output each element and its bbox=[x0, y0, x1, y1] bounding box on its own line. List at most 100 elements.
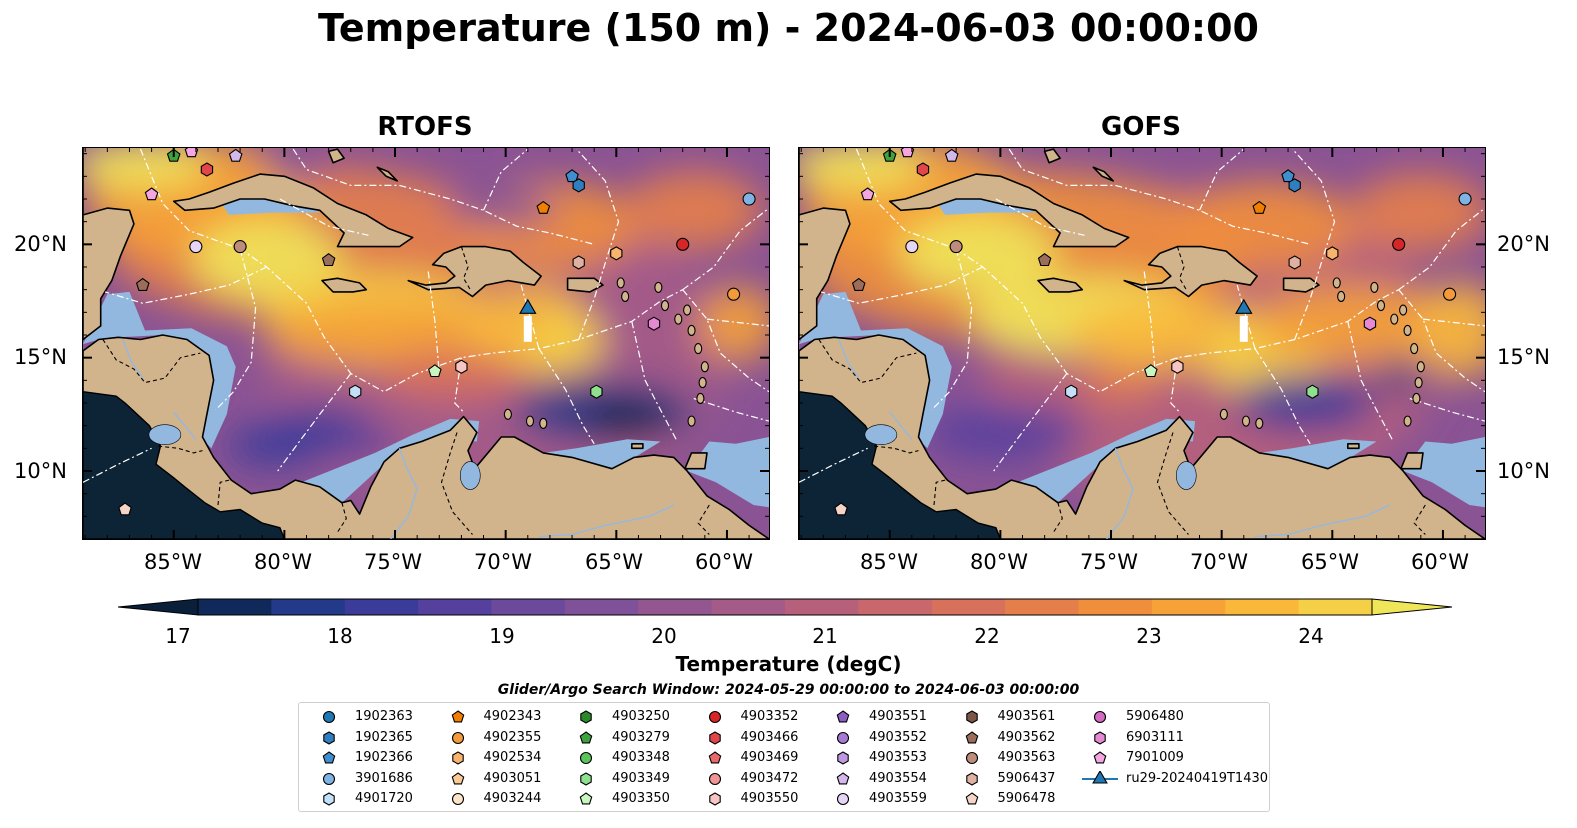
lon-label-gofs-70w: 70°W bbox=[1190, 550, 1248, 574]
legend-label: 4903562 bbox=[997, 729, 1056, 745]
temperature-patch bbox=[582, 402, 673, 435]
land-central-south-america bbox=[799, 334, 1485, 539]
float-marker-4903349 bbox=[590, 384, 603, 399]
colorbar-segment bbox=[1225, 599, 1300, 615]
search-window-text: Glider/Argo Search Window: 2024-05-29 00… bbox=[497, 682, 1080, 698]
legend: 1902363 1902365 1902366 3901686 4901720 49023… bbox=[298, 702, 1270, 812]
legend-marker-icon bbox=[708, 772, 721, 785]
legend-label: 4903349 bbox=[612, 770, 670, 786]
island bbox=[1390, 313, 1399, 325]
island bbox=[1410, 343, 1419, 355]
float-marker-4902534 bbox=[1326, 246, 1339, 261]
country-border bbox=[874, 445, 919, 454]
eez-boundary bbox=[1115, 184, 1311, 245]
lon-label-gofs-65w: 65°W bbox=[1301, 550, 1359, 574]
legend-label: 7901009 bbox=[1126, 750, 1184, 766]
eez-boundary bbox=[277, 373, 352, 472]
island bbox=[621, 290, 630, 303]
legend-label: 4903552 bbox=[869, 729, 927, 745]
temperature-patch bbox=[226, 426, 317, 467]
land-hispaniola bbox=[407, 245, 542, 298]
eez-boundary bbox=[1398, 207, 1485, 291]
panel-title-gofs: GOFS bbox=[1101, 112, 1181, 142]
lat-label-right-15n: 15°N bbox=[1497, 345, 1550, 369]
float-marker-6903111 bbox=[1363, 316, 1377, 331]
eez-boundary bbox=[83, 447, 152, 483]
map-panel-rtofs[interactable] bbox=[82, 147, 770, 540]
eez-boundary bbox=[1170, 357, 1181, 413]
colorbar bbox=[117, 597, 1453, 621]
legend-label: 1902363 bbox=[355, 709, 413, 724]
float-marker-4903554 bbox=[228, 148, 243, 162]
legend-label: 4903554 bbox=[869, 770, 927, 786]
legend-label: 4903472 bbox=[740, 770, 799, 786]
legend-label: 4902534 bbox=[483, 750, 542, 766]
land-puertorico bbox=[566, 277, 604, 293]
lon-label-65w: 65°W bbox=[585, 550, 643, 574]
eez-boundary bbox=[279, 198, 369, 236]
legend-label: 4903348 bbox=[612, 750, 670, 766]
legend-label: 5906478 bbox=[997, 791, 1056, 807]
legend-marker-icon bbox=[836, 731, 850, 744]
country-border bbox=[337, 502, 347, 533]
colorbar-segment bbox=[785, 599, 859, 615]
lat-label-right-20n: 20°N bbox=[1497, 232, 1550, 256]
float-marker-4903562 bbox=[135, 277, 150, 291]
legend-marker-icon bbox=[451, 751, 464, 765]
legend-marker-icon bbox=[579, 752, 593, 765]
float-marker-4903352 bbox=[676, 237, 690, 251]
lon-label-gofs-80w: 80°W bbox=[970, 550, 1028, 574]
legend-marker-icon bbox=[323, 792, 335, 807]
map-panel-gofs[interactable] bbox=[798, 147, 1486, 540]
land-trinidad bbox=[1400, 452, 1424, 470]
legend-marker-icon bbox=[579, 730, 593, 744]
island bbox=[1332, 277, 1341, 289]
land-cuba bbox=[172, 173, 414, 248]
land-yucatan bbox=[799, 148, 851, 341]
eez-boundary bbox=[215, 248, 257, 411]
lat-label-15n: 15°N bbox=[14, 345, 67, 369]
island bbox=[1403, 415, 1412, 427]
land-jamaica bbox=[1037, 277, 1084, 293]
legend-label: 4903350 bbox=[612, 791, 670, 807]
island bbox=[1416, 361, 1425, 373]
glider-track bbox=[1239, 315, 1248, 342]
lon-label-80w: 80°W bbox=[254, 550, 312, 574]
colorbar-tick-23: 23 bbox=[1136, 624, 1162, 648]
legend-marker-icon bbox=[451, 772, 464, 785]
land-margarita bbox=[631, 443, 644, 450]
float-marker-6903111 bbox=[647, 316, 661, 331]
float-marker-7901009 bbox=[144, 187, 159, 201]
country-border bbox=[1176, 246, 1187, 290]
legend-marker-icon bbox=[708, 730, 721, 745]
colorbar-segment bbox=[271, 599, 346, 615]
eez-boundary bbox=[139, 148, 683, 393]
legend-label: 4903051 bbox=[483, 770, 542, 786]
shelf-area bbox=[83, 291, 236, 449]
legend-marker-icon bbox=[965, 792, 978, 805]
legend-label: 4902343 bbox=[483, 709, 542, 724]
eez-boundary bbox=[454, 357, 465, 413]
island bbox=[616, 277, 625, 289]
shelf-area bbox=[687, 437, 769, 508]
legend-marker-icon bbox=[323, 730, 335, 745]
island bbox=[687, 324, 696, 337]
country-border bbox=[158, 445, 203, 454]
legend-label: 4903551 bbox=[869, 709, 927, 724]
colorbar-segment bbox=[491, 599, 566, 615]
float-marker-4903350 bbox=[1144, 364, 1158, 378]
legend-label: 4901720 bbox=[355, 791, 413, 807]
country-border bbox=[460, 246, 471, 290]
temperature-patch bbox=[1350, 172, 1485, 253]
float-marker-4901720 bbox=[349, 384, 362, 399]
float-marker-1902365 bbox=[572, 178, 585, 193]
temperature-patch bbox=[525, 311, 606, 372]
eez-boundary bbox=[993, 373, 1068, 472]
legend-label: 4903279 bbox=[612, 729, 670, 745]
float-marker-7901009 bbox=[900, 148, 915, 158]
legend-marker-icon bbox=[322, 710, 336, 724]
temperature-patch bbox=[1175, 181, 1356, 272]
colorbar-segment bbox=[344, 599, 419, 615]
float-marker-1902365 bbox=[1288, 178, 1301, 193]
eez-boundary bbox=[799, 447, 868, 483]
